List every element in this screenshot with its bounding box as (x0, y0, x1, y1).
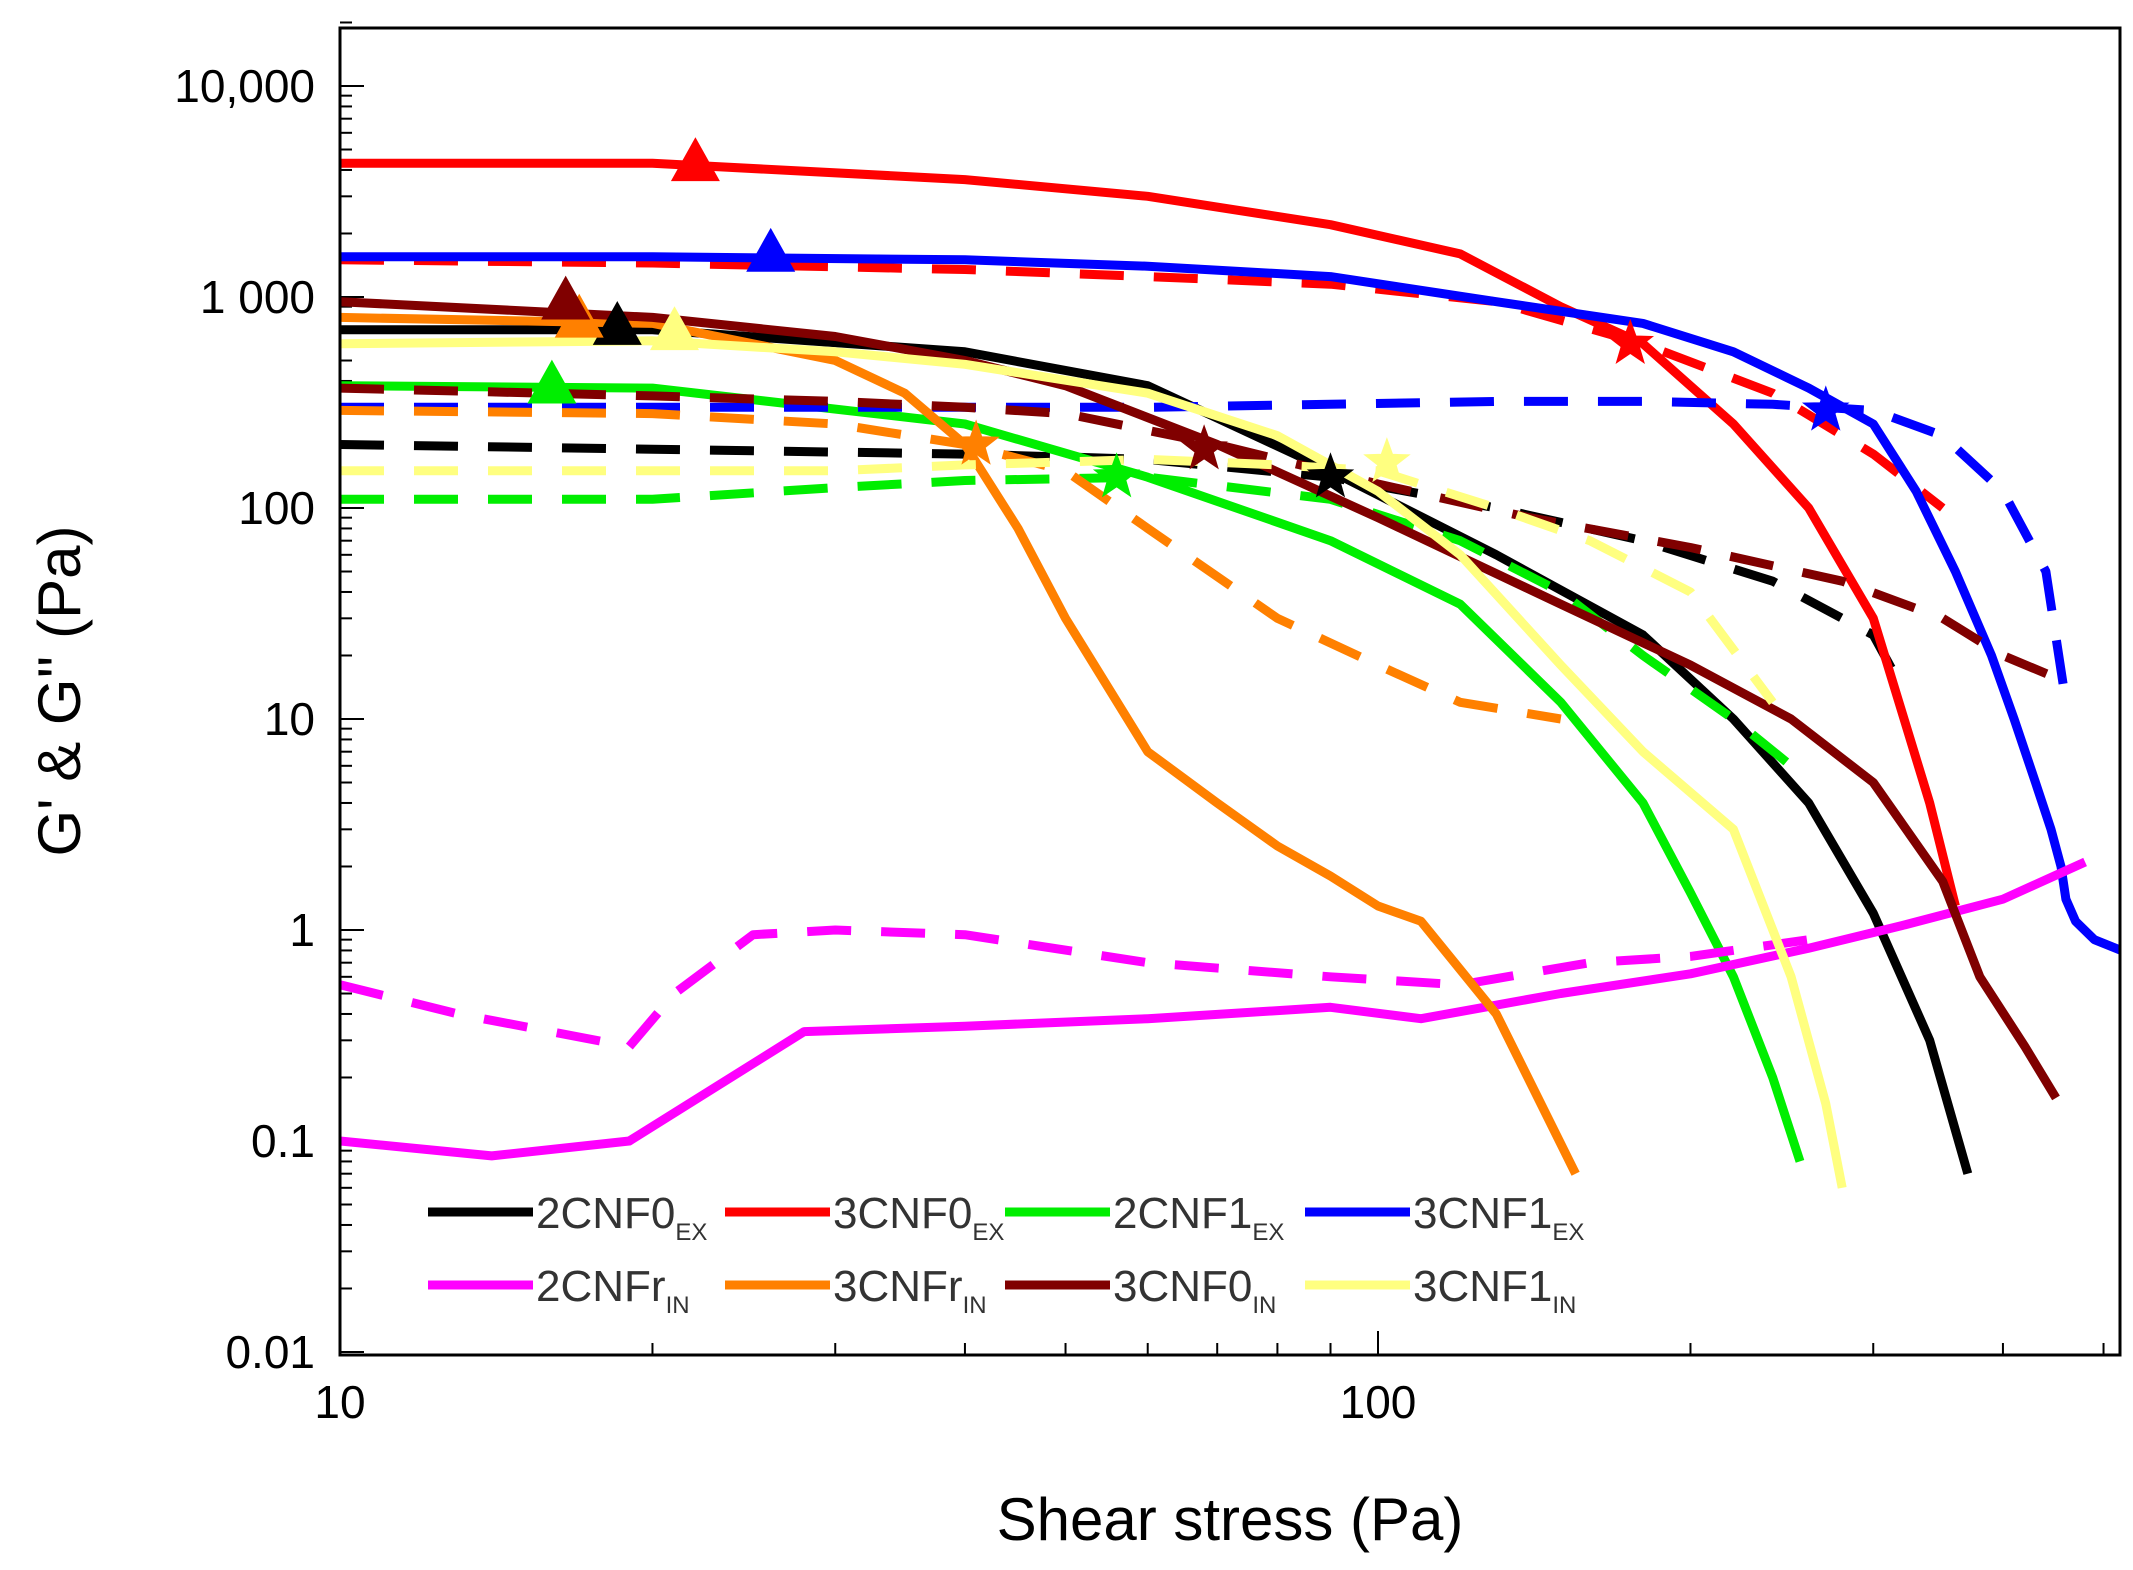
y-tick-label: 10,000 (174, 60, 315, 112)
y-axis-label: G' & G'' (Pa) (26, 525, 93, 856)
y-tick-label: 0.01 (225, 1326, 315, 1378)
series-marker-15 (1363, 437, 1411, 483)
legend-label-4: 2CNFrIN (536, 1262, 690, 1319)
axis-ticks (339, 21, 2105, 1355)
legend: 2CNF0EX 3CNF0EX 2CNF1EX 3CNF1EX 2CNFrIN 3CNFr… (428, 1189, 1584, 1319)
series-marker-13 (1180, 424, 1228, 470)
series-marker-3 (1606, 318, 1655, 365)
legend-label-5: 3CNFrIN (833, 1262, 987, 1319)
legend-label-7: 3CNF1IN (1413, 1262, 1576, 1319)
plot-frame (338, 26, 2122, 1357)
series-line-8 (340, 857, 2087, 1161)
x-tick-label: 100 (1340, 1376, 1417, 1428)
legend-label-0: 2CNF0EX (536, 1189, 707, 1246)
series-marker-11 (952, 419, 1000, 465)
series-marker-2 (670, 137, 720, 182)
series-marker-6 (746, 227, 796, 272)
series-line-15 (340, 454, 1777, 705)
x-tick-label: 10 (314, 1376, 365, 1428)
y-tick-label: 1 000 (200, 271, 315, 323)
series-marker-7 (1801, 385, 1850, 431)
legend-label-3: 3CNF1EX (1413, 1189, 1584, 1246)
series-line-6 (340, 252, 2120, 955)
legend-label-2: 2CNF1EX (1113, 1189, 1284, 1246)
series-line-9 (340, 925, 1810, 1052)
series-marker-4 (527, 359, 577, 404)
series-marker-1 (1306, 452, 1355, 498)
series-marker-14 (649, 306, 700, 351)
series-line-10 (340, 312, 1580, 1176)
series-line-12 (340, 297, 2060, 1101)
series-line-4 (340, 381, 1805, 1163)
y-tick-label: 100 (238, 482, 315, 534)
series-line-2 (340, 158, 1960, 908)
legend-label-1: 3CNF0EX (833, 1189, 1004, 1246)
series-line-14 (340, 336, 1847, 1189)
plot-markers (527, 137, 1850, 498)
series-marker-5 (1092, 452, 1141, 498)
series-marker-0 (592, 301, 642, 345)
x-axis-label: Shear stress (Pa) (997, 1486, 1464, 1553)
legend-label-6: 3CNF0IN (1113, 1262, 1276, 1319)
series-line-13 (340, 383, 2068, 686)
plot-series (340, 158, 2120, 1189)
series-line-11 (340, 405, 1562, 724)
series-marker-12 (541, 275, 591, 320)
y-tick-label: 0.1 (251, 1115, 315, 1167)
series-line-1 (340, 440, 1907, 691)
y-tick-label: 10 (264, 693, 315, 745)
y-tick-label: 1 (289, 904, 315, 956)
